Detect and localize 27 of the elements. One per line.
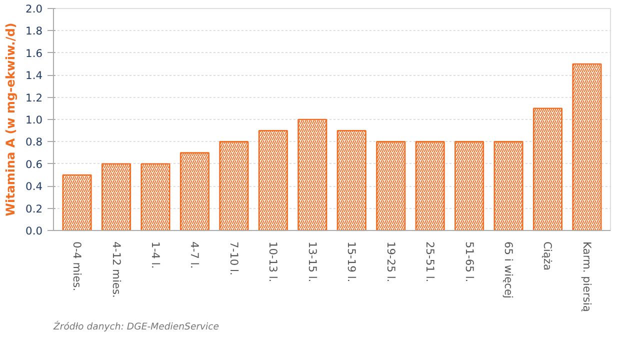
x-tick-label: 15-19 l. — [345, 242, 358, 282]
x-tick-label: 25-51 l. — [424, 242, 437, 282]
x-tick-label: 10-13 l. — [266, 242, 280, 282]
x-tick-label: 4-12 mies. — [110, 242, 123, 298]
y-axis-title: Witamina A (w mg-ekwiw./d) — [4, 22, 18, 216]
y-tick-label: 1.4 — [26, 69, 43, 82]
x-tick-label: 65 i więcej — [502, 242, 516, 298]
y-tick-label: 0.6 — [26, 158, 43, 171]
y-tick-label: 1.0 — [26, 114, 43, 126]
x-tick-label: 19-25 l. — [384, 242, 398, 282]
x-tick-label: 13-15 l. — [306, 242, 319, 282]
x-tick-label: 1-4 l. — [148, 242, 162, 269]
y-tick-label: 0.0 — [26, 224, 43, 238]
y-tick-label: 2.0 — [26, 2, 43, 16]
x-tick-label: 51-65 l. — [462, 242, 476, 282]
text: Źródło danych: DGE-MedienService — [52, 320, 220, 332]
x-tick-label: Ciąża — [541, 242, 554, 271]
y-tick-label: 1.6 — [26, 46, 43, 60]
x-tick-label: Karm. piersią — [580, 242, 594, 312]
x-tick-label: 7-10 l. — [227, 242, 240, 276]
x-tick-label: 4-7 l. — [188, 242, 202, 269]
y-tick-label: 1.2 — [26, 91, 43, 104]
y-tick-label: 0.2 — [26, 202, 43, 216]
y-tick-label: 1.8 — [26, 24, 43, 38]
y-tick-label: 0.4 — [26, 180, 43, 194]
y-tick-label: 0.8 — [26, 136, 43, 149]
x-tick-label: 0-4 mies. — [70, 242, 84, 292]
